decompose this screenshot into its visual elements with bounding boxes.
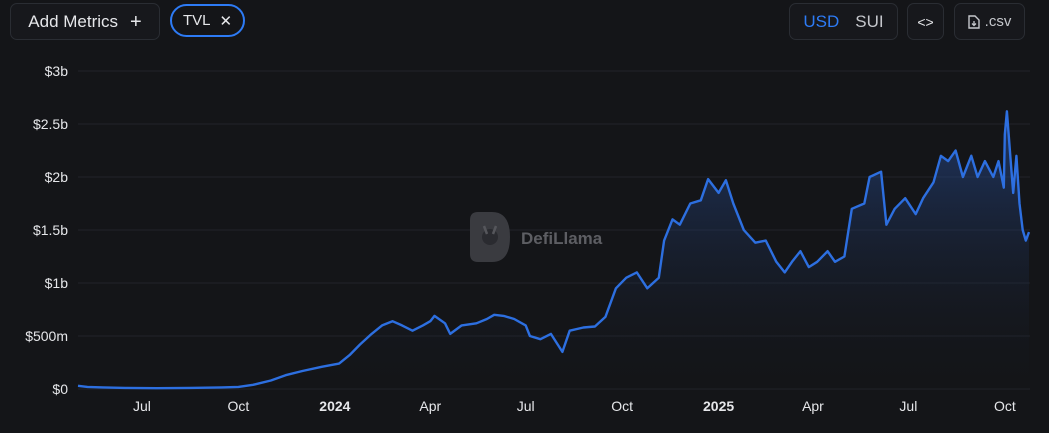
tvl-area-fill <box>78 111 1029 390</box>
x-tick-label: Jul <box>133 398 151 414</box>
x-tick-label: Oct <box>994 398 1016 414</box>
csv-label: .csv <box>984 13 1012 30</box>
x-tick-label: Oct <box>228 398 250 414</box>
tvl-line[interactable] <box>77 110 1031 390</box>
x-tick-label: 2025 <box>703 398 734 414</box>
currency-toggle: USD SUI <box>789 3 898 40</box>
close-icon[interactable]: ✕ <box>219 12 233 30</box>
currency-sui-button[interactable]: SUI <box>855 11 884 31</box>
x-tick-label: 2024 <box>319 398 350 414</box>
file-download-icon <box>967 14 980 29</box>
x-tick-label: Jul <box>517 398 535 414</box>
defillama-watermark: DefiLlama <box>470 212 603 262</box>
y-tick-label: $0 <box>52 381 68 397</box>
code-icon: <> <box>917 13 934 30</box>
x-tick-label: Apr <box>802 398 824 414</box>
x-axis: Jul Oct 2024 Apr Jul Oct 2025 Apr Jul Oct <box>133 398 1016 414</box>
plus-icon: + <box>130 10 142 33</box>
x-tick-label: Apr <box>419 398 441 414</box>
y-tick-label: $1b <box>45 275 69 291</box>
currency-usd-button[interactable]: USD <box>803 11 840 31</box>
x-tick-label: Jul <box>899 398 917 414</box>
x-tick-label: Oct <box>611 398 633 414</box>
y-tick-label: $2b <box>45 169 69 185</box>
y-tick-label: $2.5b <box>33 116 68 132</box>
y-tick-label: $500m <box>25 328 68 344</box>
y-tick-label: $3b <box>45 63 69 79</box>
y-axis: $0 $500m $1b $1.5b $2b $2.5b $3b <box>25 63 68 397</box>
add-metrics-label: Add Metrics <box>28 11 119 31</box>
tvl-chip-label: TVL <box>182 12 211 29</box>
tvl-metric-chip[interactable]: TVL ✕ <box>170 4 245 37</box>
csv-download-button[interactable]: .csv <box>954 3 1025 40</box>
embed-button[interactable]: <> <box>907 3 944 40</box>
add-metrics-button[interactable]: Add Metrics + <box>10 3 160 40</box>
watermark-text: DefiLlama <box>521 229 603 248</box>
y-tick-label: $1.5b <box>33 222 68 238</box>
